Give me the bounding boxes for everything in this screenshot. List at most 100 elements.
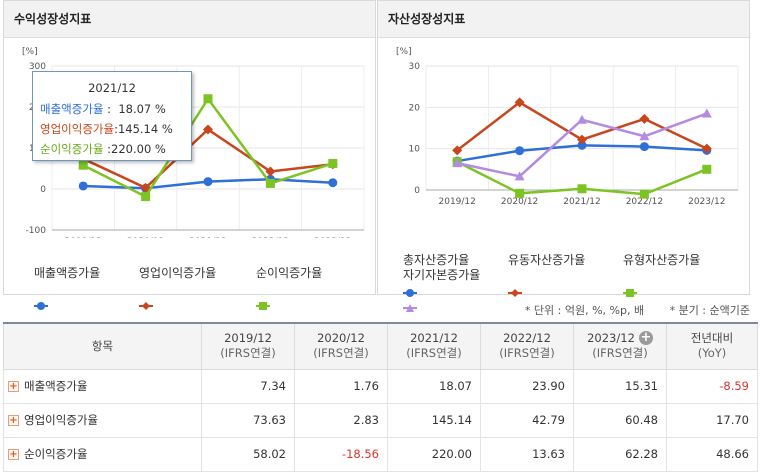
expand-row-icon[interactable]: + xyxy=(8,449,19,460)
column-basis: (IFRS연결) xyxy=(592,346,648,361)
column-basis: (IFRS연결) xyxy=(220,346,276,361)
tooltip-label: 매출액증가율 xyxy=(40,102,104,116)
row-label: 영업이익증가율 xyxy=(24,413,99,427)
tooltip-row-sales: 매출액증가율 : 18.07 % xyxy=(40,101,166,117)
square-marker-icon xyxy=(623,289,637,297)
asset-growth-panel: 자산성장성지표 [%] 30 20 10 0 2019/12 2020/12 2021/12 2… xyxy=(377,0,750,312)
unit-label: [%] xyxy=(22,47,38,57)
expand-row-icon[interactable]: + xyxy=(8,381,19,392)
table-cell: 7.34 xyxy=(201,368,295,404)
data-point xyxy=(639,131,650,141)
tooltip-period: 2021/12 xyxy=(88,81,136,95)
data-point xyxy=(577,134,587,145)
table-cell: 2.83 xyxy=(294,402,388,438)
unit-note: * 단위 : 억원, %, %p, 배 xyxy=(524,304,645,317)
table-cell: 13.63 xyxy=(480,436,574,472)
data-point xyxy=(203,124,213,135)
row-label: 순이익증가율 xyxy=(24,447,88,461)
x-tick-label: 2021/12 xyxy=(189,237,226,238)
legend-label: 유동자산증가율 xyxy=(508,253,586,267)
x-tick-label: 2020/12 xyxy=(501,197,538,207)
tooltip-value: 18.07 % xyxy=(118,102,166,116)
asset-growth-chart: [%] 30 20 10 0 2019/12 2020/12 2021/12 2022/12 20… xyxy=(396,47,739,207)
x-tick-label: 2022/12 xyxy=(626,197,663,207)
data-point xyxy=(203,177,213,187)
column-header-2019: 2019/12 (IFRS연결) xyxy=(201,322,295,370)
column-basis: (IFRS연결) xyxy=(499,346,555,361)
chart-tooltip: 2021/12 매출액증가율 : 18.07 % 영업이익증가율:145.14 … xyxy=(32,71,192,161)
growth-indicator-table: 항목 2019/12 (IFRS연결) 2020/12 (IFRS연결) 2021/… xyxy=(3,322,758,472)
legend-item-operating-profit-growth[interactable]: 영업이익증가율 xyxy=(139,264,216,310)
table-row: + 매출액증가율 7.34 1.76 18.07 23.90 15.31 -8.59 xyxy=(3,368,758,404)
column-header-2022: 2022/12 (IFRS연결) xyxy=(480,322,574,370)
tooltip-value: 145.14 % xyxy=(117,122,173,136)
column-period: 2020/12 xyxy=(317,331,365,346)
table-cell: 220.00 xyxy=(387,436,481,472)
table-header-row: 항목 2019/12 (IFRS연결) 2020/12 (IFRS연결) 2021/… xyxy=(3,322,758,370)
table-cell: 1.76 xyxy=(294,368,388,404)
y-tick-label: 0 xyxy=(40,185,46,195)
tooltip-value: 220.00 % xyxy=(111,142,166,156)
legend-item-sales-growth[interactable]: 매출액증가율 xyxy=(34,264,101,310)
legend-label: 순이익증가율 xyxy=(256,266,323,280)
period-note: * 분기 : 순액기준 xyxy=(669,304,750,317)
data-point xyxy=(701,143,712,154)
tooltip-sep: : xyxy=(103,102,115,116)
data-point xyxy=(265,166,276,177)
table-cell: -8.59 xyxy=(666,368,758,404)
expand-row-icon[interactable]: + xyxy=(8,415,19,426)
legend-label: 자기자본증가율 xyxy=(403,268,481,282)
column-header-yoy: 전년대비 (YoY) xyxy=(666,322,758,370)
tooltip-label: 순이익증가율 xyxy=(40,142,104,156)
legend-item-tangible-assets[interactable]: 유형자산증가율 xyxy=(623,251,700,297)
table-cell: 18.07 xyxy=(387,368,481,404)
legend-label: 매출액증가율 xyxy=(34,266,101,280)
data-point xyxy=(701,108,712,118)
data-point xyxy=(577,114,587,124)
x-tick-label: 2019/12 xyxy=(439,197,476,207)
data-point xyxy=(639,113,650,124)
column-period: 2023/12 xyxy=(587,331,635,346)
column-period: 2022/12 xyxy=(503,331,551,346)
panel-title: 자산성장성지표 xyxy=(378,1,749,38)
data-point xyxy=(639,189,649,199)
column-header-2023: 2023/12 + (IFRS연결) xyxy=(573,322,667,370)
column-period: 2021/12 xyxy=(410,331,458,346)
data-point xyxy=(702,164,712,174)
x-tick-label: 2023/12 xyxy=(688,197,725,207)
data-point xyxy=(514,97,525,108)
table-cell: 60.48 xyxy=(573,402,667,438)
y-tick-label: 30 xyxy=(409,62,421,72)
data-point xyxy=(577,140,587,150)
x-tick-label: 2023/12 xyxy=(314,237,351,238)
legend-item-equity[interactable]: 자기자본증가율 xyxy=(403,266,481,312)
legend-item-current-assets[interactable]: 유동자산증가율 xyxy=(508,251,586,297)
add-column-icon[interactable]: + xyxy=(638,330,653,346)
tooltip-row-operating: 영업이익증가율:145.14 % xyxy=(40,121,173,137)
data-point xyxy=(78,181,88,191)
data-point xyxy=(78,160,88,170)
diamond-marker-icon xyxy=(508,289,522,297)
column-header-2021: 2021/12 (IFRS연결) xyxy=(387,322,481,370)
column-header-item: 항목 xyxy=(3,322,202,370)
column-header-2020: 2020/12 (IFRS연결) xyxy=(294,322,388,370)
y-tick-label: 10 xyxy=(409,145,421,155)
data-point xyxy=(141,192,151,202)
legend-item-total-assets[interactable]: 총자산증가율 xyxy=(403,251,469,297)
table-row: + 순이익증가율 58.02 -18.56 220.00 13.63 62.28 48.66 xyxy=(3,436,758,472)
y-tick-label: 0 xyxy=(414,186,420,196)
legend-item-net-income-growth[interactable]: 순이익증가율 xyxy=(256,264,323,310)
table-cell: 23.90 xyxy=(480,368,574,404)
table-cell: 42.79 xyxy=(480,402,574,438)
table-cell: 17.70 xyxy=(666,402,758,438)
data-point xyxy=(265,178,275,188)
row-header: + 영업이익증가율 xyxy=(3,402,202,438)
data-point xyxy=(452,158,463,168)
table-cell: 48.66 xyxy=(666,436,758,472)
data-point xyxy=(328,158,338,168)
circle-marker-icon xyxy=(34,302,48,310)
circle-marker-icon xyxy=(403,289,417,297)
column-period: 전년대비 xyxy=(690,331,734,346)
table-cell: -18.56 xyxy=(294,436,388,472)
table-notes: * 단위 : 억원, %, %p, 배 * 분기 : 순액기준 xyxy=(503,302,750,318)
